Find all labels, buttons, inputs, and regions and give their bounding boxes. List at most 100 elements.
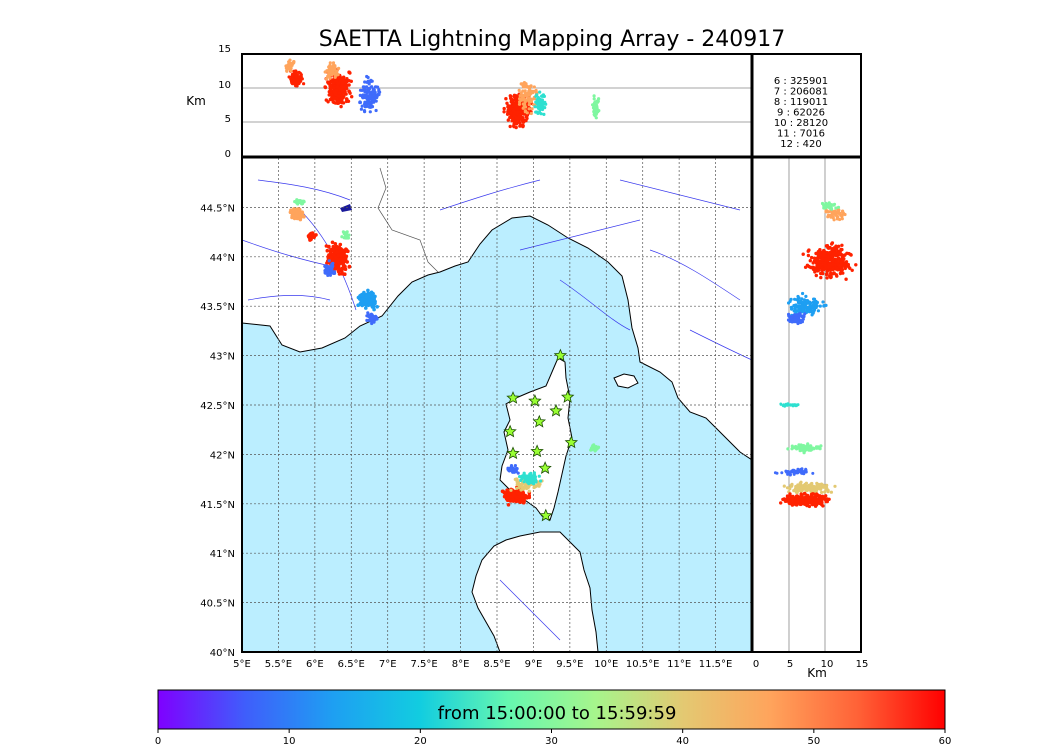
side-panel-background bbox=[753, 158, 861, 652]
altitude-source-point bbox=[377, 88, 381, 92]
lightning-source-point bbox=[514, 499, 519, 504]
lightning-source-point bbox=[369, 312, 373, 316]
side-axis-label: Km bbox=[807, 666, 827, 680]
altitude-source-point bbox=[365, 80, 369, 84]
longitude-tick-label: 10.5°E bbox=[626, 659, 660, 670]
altitude-source-point bbox=[337, 91, 342, 95]
longitude-tick-label: 7.5°E bbox=[411, 659, 438, 670]
latitude-ticks: 44.5°N 44°N 43.5°N 43°N 42.5°N 42°N 41.5°N 41°N… bbox=[200, 203, 235, 659]
station-star-icon bbox=[506, 391, 520, 404]
lightning-source-point bbox=[525, 486, 529, 491]
altitude-source-point bbox=[331, 86, 336, 90]
altitude-source-point bbox=[512, 94, 516, 99]
altitude-source-point bbox=[332, 100, 336, 105]
lightning-source-point bbox=[517, 492, 522, 496]
side-source-point bbox=[831, 215, 835, 219]
altitude-source-point bbox=[328, 76, 332, 80]
altitude-source-point bbox=[502, 110, 506, 114]
longitude-ticks: 5°E 5.5°E 6°E 6.5°E 7°E 7.5°E 8°E 8.5°E 9°E 9.5°E… bbox=[233, 659, 732, 670]
altitude-source-point bbox=[289, 62, 293, 66]
lightning-source-point bbox=[509, 467, 513, 471]
altitude-source-point bbox=[538, 90, 542, 94]
stats-row: 8 : 119011 bbox=[774, 97, 828, 108]
altitude-source-point bbox=[345, 83, 350, 88]
altitude-source-point bbox=[527, 107, 531, 111]
lightning-source-point bbox=[327, 244, 331, 249]
side-source-point bbox=[844, 260, 849, 264]
side-source-point bbox=[795, 298, 799, 302]
side-source-point bbox=[784, 497, 789, 501]
altitude-source-point bbox=[512, 114, 516, 118]
lightning-source-point bbox=[515, 486, 519, 490]
lightning-source-point bbox=[289, 208, 293, 212]
side-source-point bbox=[850, 268, 854, 272]
side-source-point bbox=[799, 320, 803, 325]
altitude-source-point bbox=[517, 88, 521, 92]
side-source-point bbox=[810, 488, 814, 492]
latitude-tick-label: 44°N bbox=[210, 253, 235, 264]
side-source-point bbox=[792, 446, 797, 450]
colorbar-tick-label: 40 bbox=[676, 736, 689, 747]
altitude-source-point bbox=[591, 103, 596, 107]
altitude-source-point bbox=[368, 110, 372, 114]
lightning-source-point bbox=[342, 232, 346, 236]
side-source-point bbox=[790, 447, 794, 451]
stats-row: 10 : 28120 bbox=[774, 118, 828, 129]
lightning-source-point bbox=[509, 495, 513, 499]
altitude-source-point bbox=[363, 100, 367, 104]
side-source-point bbox=[791, 470, 795, 474]
side-source-point bbox=[827, 246, 831, 250]
side-source-point bbox=[786, 470, 790, 473]
side-source-point bbox=[824, 488, 828, 492]
side-source-point bbox=[815, 493, 820, 497]
altitude-source-point bbox=[289, 77, 293, 81]
lightning-source-point bbox=[517, 498, 522, 503]
lightning-source-point bbox=[516, 471, 520, 475]
side-source-point bbox=[779, 501, 783, 505]
side-source-point bbox=[807, 264, 811, 269]
altitude-source-point bbox=[369, 105, 373, 109]
side-source-point bbox=[836, 263, 840, 267]
altitude-source-point bbox=[361, 96, 365, 100]
colorbar-tick-label: 0 bbox=[155, 736, 161, 747]
side-source-point bbox=[810, 304, 814, 308]
latitude-tick-label: 41.5°N bbox=[200, 500, 235, 511]
lightning-source-point bbox=[532, 482, 536, 486]
lightning-source-point bbox=[521, 487, 525, 491]
side-source-point bbox=[793, 318, 798, 322]
lightning-source-point bbox=[523, 495, 528, 500]
side-source-point bbox=[814, 273, 818, 278]
altitude-source-point bbox=[527, 87, 532, 91]
side-source-point bbox=[801, 496, 806, 500]
altitude-source-point bbox=[295, 78, 299, 82]
altitude-source-point bbox=[538, 98, 542, 102]
side-source-point bbox=[841, 271, 845, 275]
altitude-source-point bbox=[519, 91, 523, 95]
lightning-source-point bbox=[529, 477, 533, 481]
lightning-source-point bbox=[537, 474, 541, 478]
altitude-source-point bbox=[370, 79, 374, 83]
side-source-point bbox=[822, 267, 826, 272]
altitude-source-point bbox=[297, 70, 301, 74]
altitude-source-point bbox=[522, 102, 526, 106]
altitude-source-point bbox=[360, 104, 364, 108]
side-source-point bbox=[787, 301, 791, 305]
side-source-point bbox=[834, 206, 838, 210]
altitude-source-point bbox=[534, 94, 538, 98]
lightning-source-point bbox=[532, 475, 536, 479]
lightning-source-point bbox=[359, 300, 364, 304]
colorbar-ticks: 0 10 20 30 40 50 60 bbox=[155, 729, 951, 747]
altitude-source-point bbox=[339, 104, 343, 109]
altitude-source-point bbox=[506, 112, 510, 116]
side-source-point bbox=[792, 313, 797, 317]
altitude-tick-10: 10 bbox=[218, 80, 231, 91]
altitude-source-point bbox=[597, 109, 601, 113]
side-source-point bbox=[801, 317, 805, 321]
side-source-point bbox=[842, 263, 846, 267]
side-source-point bbox=[790, 320, 794, 324]
side-source-point bbox=[841, 211, 846, 215]
altitude-source-point bbox=[339, 93, 344, 97]
side-source-point bbox=[786, 318, 791, 322]
lightning-source-point bbox=[372, 307, 376, 312]
